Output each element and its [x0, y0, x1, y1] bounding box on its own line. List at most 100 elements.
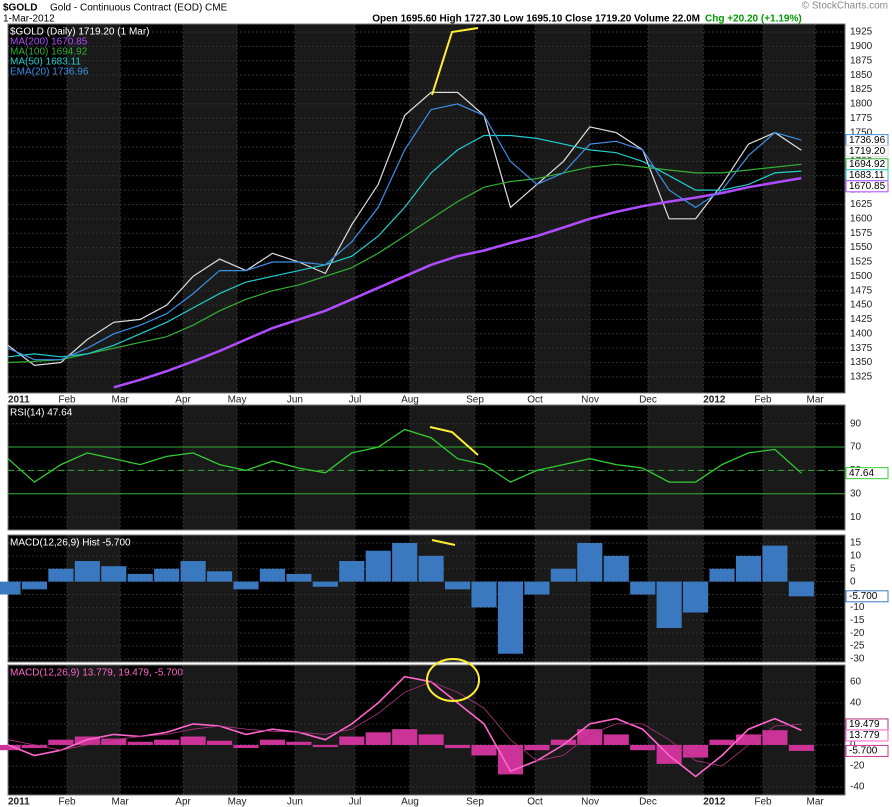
symbol: $GOLD [3, 3, 37, 14]
x-tick-label: Nov [581, 797, 599, 807]
x-tick-label: Feb [754, 797, 772, 807]
hist-bar [21, 581, 48, 590]
hist-bar [762, 545, 788, 582]
hist-bar [392, 542, 418, 582]
hist-bar [339, 736, 365, 745]
month-stripe [409, 535, 476, 662]
x-tick-label: Dec [639, 395, 657, 406]
hist-bar [286, 573, 312, 582]
panel-border [7, 534, 846, 663]
x-tick-label: Oct [527, 395, 543, 406]
legend-entry: $GOLD (Daily) 1719.20 (1 Mar) [10, 27, 150, 38]
legend-entry: EMA(20) 1736.96 [10, 67, 89, 78]
y-tick-label: 1425 [850, 314, 873, 325]
hist-bar [735, 734, 762, 745]
hist-bar [48, 739, 74, 745]
date: 1-Mar-2012 [3, 14, 55, 25]
hist-bar [101, 566, 127, 582]
y-tick-label: 1350 [850, 357, 873, 368]
legend-entry: MACD(12,26,9) Hist -5.700 [10, 538, 131, 549]
x-tick-label: Apr [175, 395, 191, 406]
month-stripe [535, 24, 591, 393]
x-tick-label: May [228, 395, 247, 406]
hist-bar [339, 561, 365, 582]
y-tick-label: 15 [850, 538, 862, 549]
hist-bar [392, 729, 418, 745]
month-stripe [183, 405, 238, 530]
x-tick-label: Jun [287, 797, 303, 807]
hist-bar [418, 555, 444, 582]
hist-bar [154, 739, 180, 745]
month-stripe [409, 24, 476, 393]
y-tick-label: 1850 [850, 70, 873, 81]
hist-bar [630, 744, 656, 751]
y-tick-label: 1375 [850, 343, 873, 354]
x-tick-label: 2011 [8, 395, 30, 406]
legend-entry: MA(50) 1683.11 [10, 57, 81, 68]
hist-bar [656, 581, 682, 628]
y-tick-label: 60 [850, 676, 862, 687]
annotation-line [429, 426, 479, 456]
x-tick-label: 2012 [703, 395, 726, 406]
hist-bar [180, 561, 206, 582]
plots: 1325135013751400142514501475150015251550… [0, 23, 889, 807]
value-tag-label: 13.779 [849, 730, 880, 741]
x-tick-label: 2011 [8, 797, 30, 807]
hist-bar [127, 741, 153, 745]
y-tick-label: 1875 [850, 55, 873, 66]
hist-bar [788, 581, 814, 597]
hist-bar [524, 744, 550, 751]
y-tick-label: 1325 [850, 372, 873, 383]
y-tick-label: -15 [850, 615, 865, 626]
x-tick-label: Feb [58, 797, 76, 807]
panel-border [7, 664, 846, 796]
x-tick-label: Mar [806, 395, 824, 406]
value-tag-label: 19.479 [849, 719, 880, 730]
legend-entry: MA(100) 1694.92 [10, 47, 88, 58]
value-tag-label: 1719.20 [849, 146, 886, 157]
x-tick-label: Jul [349, 797, 362, 807]
y-tick-label: -25 [850, 641, 865, 652]
change: Chg +20.20 (+1.19%) [705, 14, 802, 25]
series-line [7, 91, 802, 367]
hist-bar [762, 730, 788, 745]
annotation-line [431, 539, 456, 546]
legend-entry: MACD(12,26,9) 13.779, 19.479, -5.700 [10, 668, 183, 679]
hist-bar [550, 739, 576, 745]
series-line [113, 176, 802, 389]
hist-bar [683, 581, 709, 613]
y-tick-label: 1475 [850, 285, 873, 296]
series-line [7, 163, 802, 364]
y-tick-label: -20 [850, 761, 865, 772]
month-stripe [66, 665, 121, 795]
y-tick-label: 1775 [850, 113, 873, 124]
hist-bar [0, 581, 21, 595]
value-tag [845, 590, 889, 603]
month-stripe [183, 535, 238, 662]
hist-bar [709, 739, 735, 745]
x-tick-label: Mar [112, 395, 130, 406]
month-stripe [66, 24, 121, 393]
hist-bar [259, 568, 286, 582]
x-tick-label: Sep [466, 395, 484, 406]
y-tick-label: 1900 [850, 41, 873, 52]
panel-border [7, 404, 846, 531]
series-line [7, 134, 802, 358]
value-tag [845, 467, 889, 480]
y-tick-label: 1800 [850, 99, 873, 110]
month-stripe [183, 24, 238, 393]
hist-bar [286, 741, 312, 745]
month-stripe [409, 405, 476, 530]
value-tag-label: 1670.85 [849, 181, 886, 192]
y-tick-label: 1750 [850, 127, 873, 138]
hist-bar [365, 550, 391, 582]
legend-entry: MA(200) 1670.85 [10, 37, 88, 48]
hist-bar [630, 581, 656, 595]
month-stripe [409, 665, 476, 795]
hist-bar [48, 568, 74, 582]
hist-bar [550, 568, 576, 582]
panel-border [7, 23, 846, 394]
hist-bar [101, 738, 127, 745]
x-tick-label: Apr [175, 797, 191, 807]
